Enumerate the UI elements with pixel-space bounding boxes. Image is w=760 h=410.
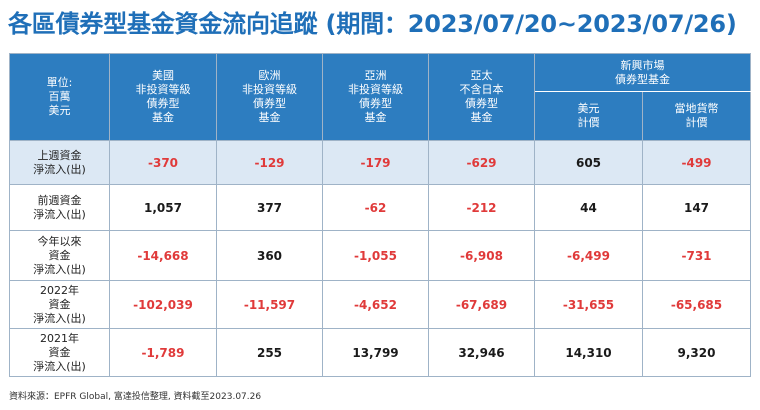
column-group-line: 債券型基金 <box>615 72 670 86</box>
column-header-line: 歐洲 <box>258 69 281 82</box>
row-label-line: 今年以來 <box>37 234 82 248</box>
row-label: 上週資金 淨流入(出) <box>9 140 110 185</box>
row-label: 2021年 資金 淨流入(出) <box>9 328 110 377</box>
table-cell: -370 <box>109 140 217 185</box>
column-header-asia-pacific-ex-japan: 亞太 不含日本 債券型 基金 <box>428 53 535 141</box>
column-header-line: 基金 <box>258 111 281 124</box>
table-cell: -62 <box>322 184 429 231</box>
row-label-line: 資金 <box>48 345 71 359</box>
column-header-line: 基金 <box>152 111 174 124</box>
table-cell: -1,055 <box>322 230 429 281</box>
row-label: 2022年 資金 淨流入(出) <box>9 280 110 329</box>
fund-flow-table: 單位: 百萬 美元 美國 非投資等級 債券型 基金 歐洲 非投資等級 債券型 基… <box>9 53 751 377</box>
table-cell: -129 <box>216 140 323 185</box>
table-cell: 605 <box>534 140 643 185</box>
row-label-line: 資金 <box>48 297 71 311</box>
column-header-line: 美元 <box>577 102 600 115</box>
table-cell: -6,908 <box>428 230 535 281</box>
table-row: 前週資金 淨流入(出) 1,057 377 -62 -212 44 147 <box>9 184 751 231</box>
column-header-line: 非投資等級 <box>135 83 191 96</box>
table-cell: -629 <box>428 140 535 185</box>
column-header-line: 債券型 <box>253 97 286 110</box>
table-cell: -499 <box>642 140 751 185</box>
page-title: 各區債券型基金資金流向追蹤 (期間：2023/07/20~2023/07/26) <box>8 10 737 38</box>
unit-header-line: 百萬 <box>48 90 71 103</box>
row-label-line: 淨流入(出) <box>33 207 86 221</box>
table-cell: -67,689 <box>428 280 535 329</box>
row-label-line: 淨流入(出) <box>33 162 86 176</box>
column-header-line: 亞太 <box>470 69 493 82</box>
table-cell: -31,655 <box>534 280 643 329</box>
table-row: 上週資金 淨流入(出) -370 -129 -179 -629 605 -499 <box>9 140 751 185</box>
unit-header-line: 美元 <box>48 104 71 117</box>
source-note: 資料來源：EPFR Global, 富達投信整理, 資料截至2023.07.26 <box>9 392 262 402</box>
column-header-line: 非投資等級 <box>242 83 297 96</box>
table-cell: 14,310 <box>534 328 643 377</box>
column-header-line: 亞洲 <box>364 69 387 82</box>
row-label-line: 2021年 <box>40 331 79 345</box>
row-label-line: 2022年 <box>40 283 79 297</box>
column-group-emerging-market: 新興市場 債券型基金 <box>534 53 751 92</box>
column-header-line: 美國 <box>152 69 174 82</box>
row-label-line: 前週資金 <box>37 193 82 207</box>
column-header-line: 債券型 <box>465 97 498 110</box>
column-header-em-usd: 美元 計價 <box>534 91 643 141</box>
row-label-line: 上週資金 <box>37 148 82 162</box>
column-header-line: 債券型 <box>146 97 180 110</box>
table-cell: 44 <box>534 184 643 231</box>
table-cell: -14,668 <box>109 230 217 281</box>
table-cell: -731 <box>642 230 751 281</box>
table-row: 2021年 資金 淨流入(出) -1,789 255 13,799 32,946 14,310… <box>9 328 751 377</box>
table-cell: 147 <box>642 184 751 231</box>
row-label-line: 淨流入(出) <box>33 311 86 325</box>
row-label: 今年以來 資金 淨流入(出) <box>9 230 110 281</box>
table-cell: -65,685 <box>642 280 751 329</box>
column-group-line: 新興市場 <box>620 58 665 72</box>
column-header-asia-high-yield: 亞洲 非投資等級 債券型 基金 <box>322 53 429 141</box>
table-cell: -1,789 <box>109 328 217 377</box>
row-label: 前週資金 淨流入(出) <box>9 184 110 231</box>
table-cell: 255 <box>216 328 323 377</box>
column-header-line: 債券型 <box>359 97 392 110</box>
table-cell: 377 <box>216 184 323 231</box>
column-header-line: 基金 <box>470 111 493 124</box>
column-header-line: 基金 <box>364 111 387 124</box>
column-header-line: 計價 <box>685 116 708 129</box>
row-label-line: 淨流入(出) <box>33 359 86 373</box>
table-cell: -6,499 <box>534 230 643 281</box>
column-header-us-high-yield: 美國 非投資等級 債券型 基金 <box>109 53 217 141</box>
table-cell: 9,320 <box>642 328 751 377</box>
table-row: 今年以來 資金 淨流入(出) -14,668 360 -1,055 -6,908 -6,499… <box>9 230 751 281</box>
column-header-europe-high-yield: 歐洲 非投資等級 債券型 基金 <box>216 53 323 141</box>
row-label-line: 淨流入(出) <box>33 262 86 276</box>
column-header-line: 當地貨幣 <box>674 102 719 115</box>
table-cell: -179 <box>322 140 429 185</box>
table-cell: -11,597 <box>216 280 323 329</box>
table-cell: 13,799 <box>322 328 429 377</box>
table-cell: 1,057 <box>109 184 217 231</box>
column-header-line: 不含日本 <box>459 83 504 96</box>
column-header-line: 非投資等級 <box>348 83 403 96</box>
table-cell: -4,652 <box>322 280 429 329</box>
table-cell: -102,039 <box>109 280 217 329</box>
table-cell: -212 <box>428 184 535 231</box>
unit-header-line: 單位: <box>46 76 73 89</box>
table-row: 2022年 資金 淨流入(出) -102,039 -11,597 -4,652 -67,68… <box>9 280 751 329</box>
unit-header-cell: 單位: 百萬 美元 <box>9 53 110 141</box>
column-header-em-local-currency: 當地貨幣 計價 <box>642 91 751 141</box>
row-label-line: 資金 <box>48 248 71 262</box>
column-header-line: 計價 <box>577 116 600 129</box>
table-cell: 360 <box>216 230 323 281</box>
table-cell: 32,946 <box>428 328 535 377</box>
